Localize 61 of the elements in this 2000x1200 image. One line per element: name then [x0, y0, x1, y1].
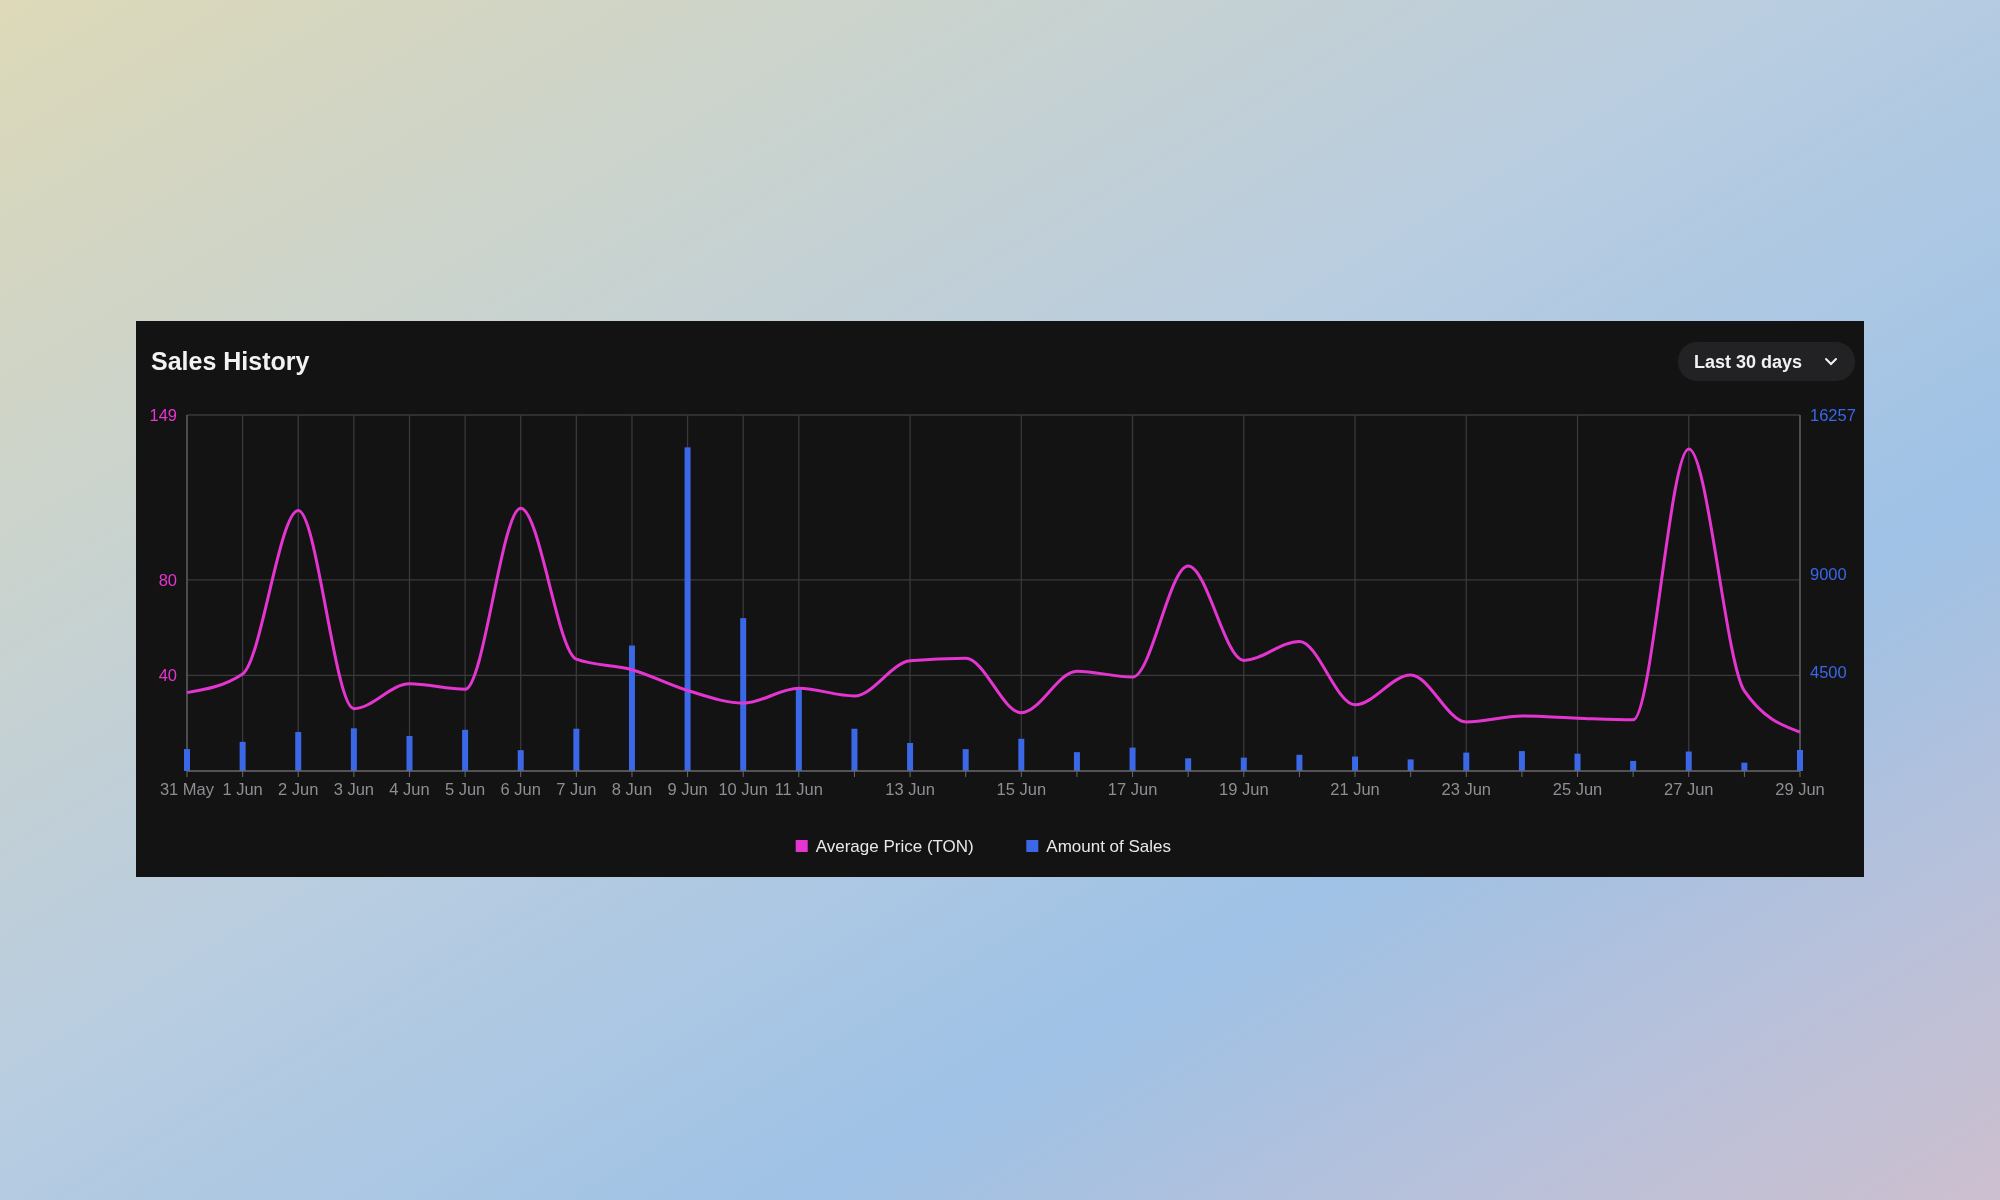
- legend-label: Amount of Sales: [1046, 837, 1172, 856]
- bar: [1352, 756, 1359, 771]
- bar: [1407, 759, 1414, 771]
- x-tick-label: 9 Jun: [667, 780, 708, 798]
- x-tick-label: 27 Jun: [1663, 780, 1714, 798]
- bar: [1797, 749, 1803, 771]
- bar: [684, 447, 691, 771]
- bar: [1574, 753, 1581, 771]
- y-tick-label: 80: [158, 570, 177, 589]
- bar: [962, 749, 969, 771]
- x-tick-label: 4 Jun: [389, 780, 430, 798]
- x-tick-label: 19 Jun: [1219, 780, 1269, 798]
- bar: [1073, 752, 1080, 771]
- bar: [239, 741, 246, 771]
- bar: [1463, 752, 1470, 771]
- bar: [406, 735, 413, 771]
- x-tick-label: 10 Jun: [718, 780, 768, 798]
- y2-tick-label: 9000: [1810, 564, 1847, 583]
- x-tick-label: 23 Jun: [1441, 780, 1492, 798]
- x-tick-label: 2 Jun: [278, 780, 319, 798]
- x-tick-label: 25 Jun: [1552, 780, 1603, 798]
- legend-label: Average Price (TON): [815, 837, 974, 856]
- bar: [1129, 747, 1136, 771]
- x-tick-label: 17 Jun: [1107, 780, 1158, 798]
- x-tick-label: 8 Jun: [611, 780, 653, 798]
- bar: [1685, 751, 1692, 771]
- chart-title: Sales History: [151, 347, 310, 375]
- bar: [907, 742, 914, 771]
- line-series: [185, 447, 1802, 734]
- x-tick-label: 29 Jun: [1775, 780, 1825, 798]
- x-tick-label: 21 Jun: [1330, 780, 1380, 798]
- x-tick-label: 15 Jun: [996, 780, 1047, 798]
- y2-tick-label: 4500: [1810, 663, 1847, 682]
- bar: [628, 645, 635, 771]
- bar: [851, 728, 858, 771]
- y2-tick-label: 16257: [1810, 406, 1856, 424]
- y-tick-label: 40: [158, 666, 177, 685]
- bar: [573, 728, 580, 771]
- bar: [184, 749, 190, 771]
- bar: [350, 728, 357, 771]
- dropdown: Last 30 days: [1678, 342, 1855, 381]
- y-tick-label: 149: [149, 406, 177, 424]
- bar: [1185, 758, 1192, 771]
- bar: [1240, 757, 1247, 771]
- x-tick-label: 13 Jun: [885, 780, 935, 798]
- bar: [1518, 751, 1525, 771]
- bar: [295, 732, 302, 771]
- x-tick-label: 3 Jun: [333, 780, 375, 798]
- x-tick-label: 1 Jun: [222, 780, 263, 798]
- bar: [740, 618, 747, 771]
- bar: [517, 750, 524, 771]
- bar: [1018, 738, 1025, 771]
- x-tick-label: 31 May: [159, 780, 215, 798]
- bar: [1296, 754, 1303, 771]
- x-tick-label: 6 Jun: [500, 780, 541, 798]
- bar: [795, 688, 802, 771]
- x-tick-label: 11 Jun: [774, 780, 823, 798]
- bar: [1630, 760, 1637, 771]
- bar: [462, 729, 469, 771]
- x-tick-label: 7 Jun: [556, 780, 597, 798]
- x-tick-label: 5 Jun: [444, 780, 486, 798]
